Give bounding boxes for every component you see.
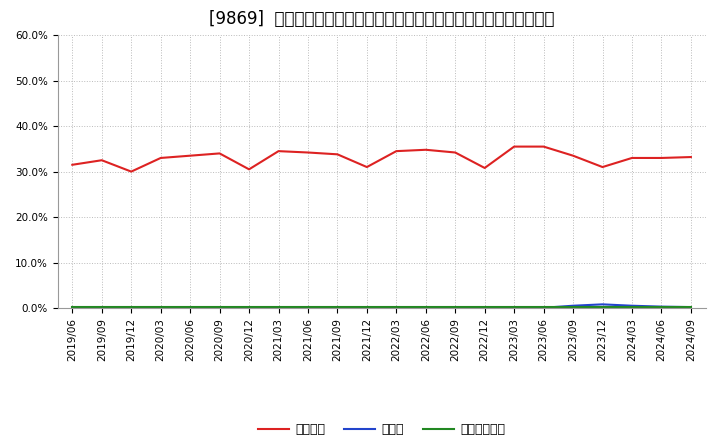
のれん: [628, 303, 636, 308]
繰延税金資産: [539, 304, 548, 310]
自己資本: [657, 155, 666, 161]
繰延税金資産: [421, 304, 430, 310]
のれん: [127, 305, 135, 310]
自己資本: [127, 169, 135, 174]
自己資本: [687, 154, 696, 160]
自己資本: [245, 167, 253, 172]
自己資本: [480, 165, 489, 171]
のれん: [215, 305, 224, 310]
自己資本: [628, 155, 636, 161]
自己資本: [333, 152, 342, 157]
繰延税金資産: [569, 304, 577, 310]
のれん: [451, 305, 459, 310]
自己資本: [451, 150, 459, 155]
のれん: [510, 305, 518, 310]
繰延税金資産: [97, 304, 106, 310]
のれん: [392, 305, 400, 310]
のれん: [421, 305, 430, 310]
繰延税金資産: [156, 304, 165, 310]
自己資本: [97, 158, 106, 163]
繰延税金資産: [68, 304, 76, 310]
繰延税金資産: [480, 304, 489, 310]
繰延税金資産: [333, 304, 342, 310]
のれん: [156, 305, 165, 310]
自己資本: [421, 147, 430, 152]
繰延税金資産: [245, 304, 253, 310]
自己資本: [215, 151, 224, 156]
繰延税金資産: [274, 304, 283, 310]
繰延税金資産: [127, 304, 135, 310]
繰延税金資産: [687, 304, 696, 310]
繰延税金資産: [363, 304, 372, 310]
自己資本: [598, 165, 607, 170]
Title: [9869]  自己資本、のれん、繰延税金資産の総資産に対する比率の推移: [9869] 自己資本、のれん、繰延税金資産の総資産に対する比率の推移: [209, 10, 554, 28]
繰延税金資産: [598, 304, 607, 310]
のれん: [97, 305, 106, 310]
のれん: [480, 305, 489, 310]
のれん: [186, 305, 194, 310]
繰延税金資産: [304, 304, 312, 310]
のれん: [304, 305, 312, 310]
繰延税金資産: [510, 304, 518, 310]
自己資本: [68, 162, 76, 167]
繰延税金資産: [215, 304, 224, 310]
自己資本: [363, 165, 372, 170]
のれん: [598, 302, 607, 307]
繰延税金資産: [392, 304, 400, 310]
のれん: [687, 304, 696, 310]
繰延税金資産: [628, 304, 636, 310]
自己資本: [304, 150, 312, 155]
のれん: [569, 303, 577, 308]
自己資本: [186, 153, 194, 158]
のれん: [274, 305, 283, 310]
自己資本: [569, 153, 577, 158]
のれん: [245, 305, 253, 310]
繰延税金資産: [451, 304, 459, 310]
のれん: [539, 305, 548, 310]
のれん: [363, 305, 372, 310]
のれん: [333, 305, 342, 310]
繰延税金資産: [657, 304, 666, 310]
自己資本: [539, 144, 548, 149]
のれん: [657, 304, 666, 309]
Line: のれん: のれん: [72, 304, 691, 308]
Line: 自己資本: 自己資本: [72, 147, 691, 172]
自己資本: [274, 149, 283, 154]
自己資本: [392, 149, 400, 154]
自己資本: [156, 155, 165, 161]
繰延税金資産: [186, 304, 194, 310]
Legend: 自己資本, のれん, 繰延税金資産: 自己資本, のれん, 繰延税金資産: [253, 418, 510, 440]
のれん: [68, 305, 76, 310]
自己資本: [510, 144, 518, 149]
